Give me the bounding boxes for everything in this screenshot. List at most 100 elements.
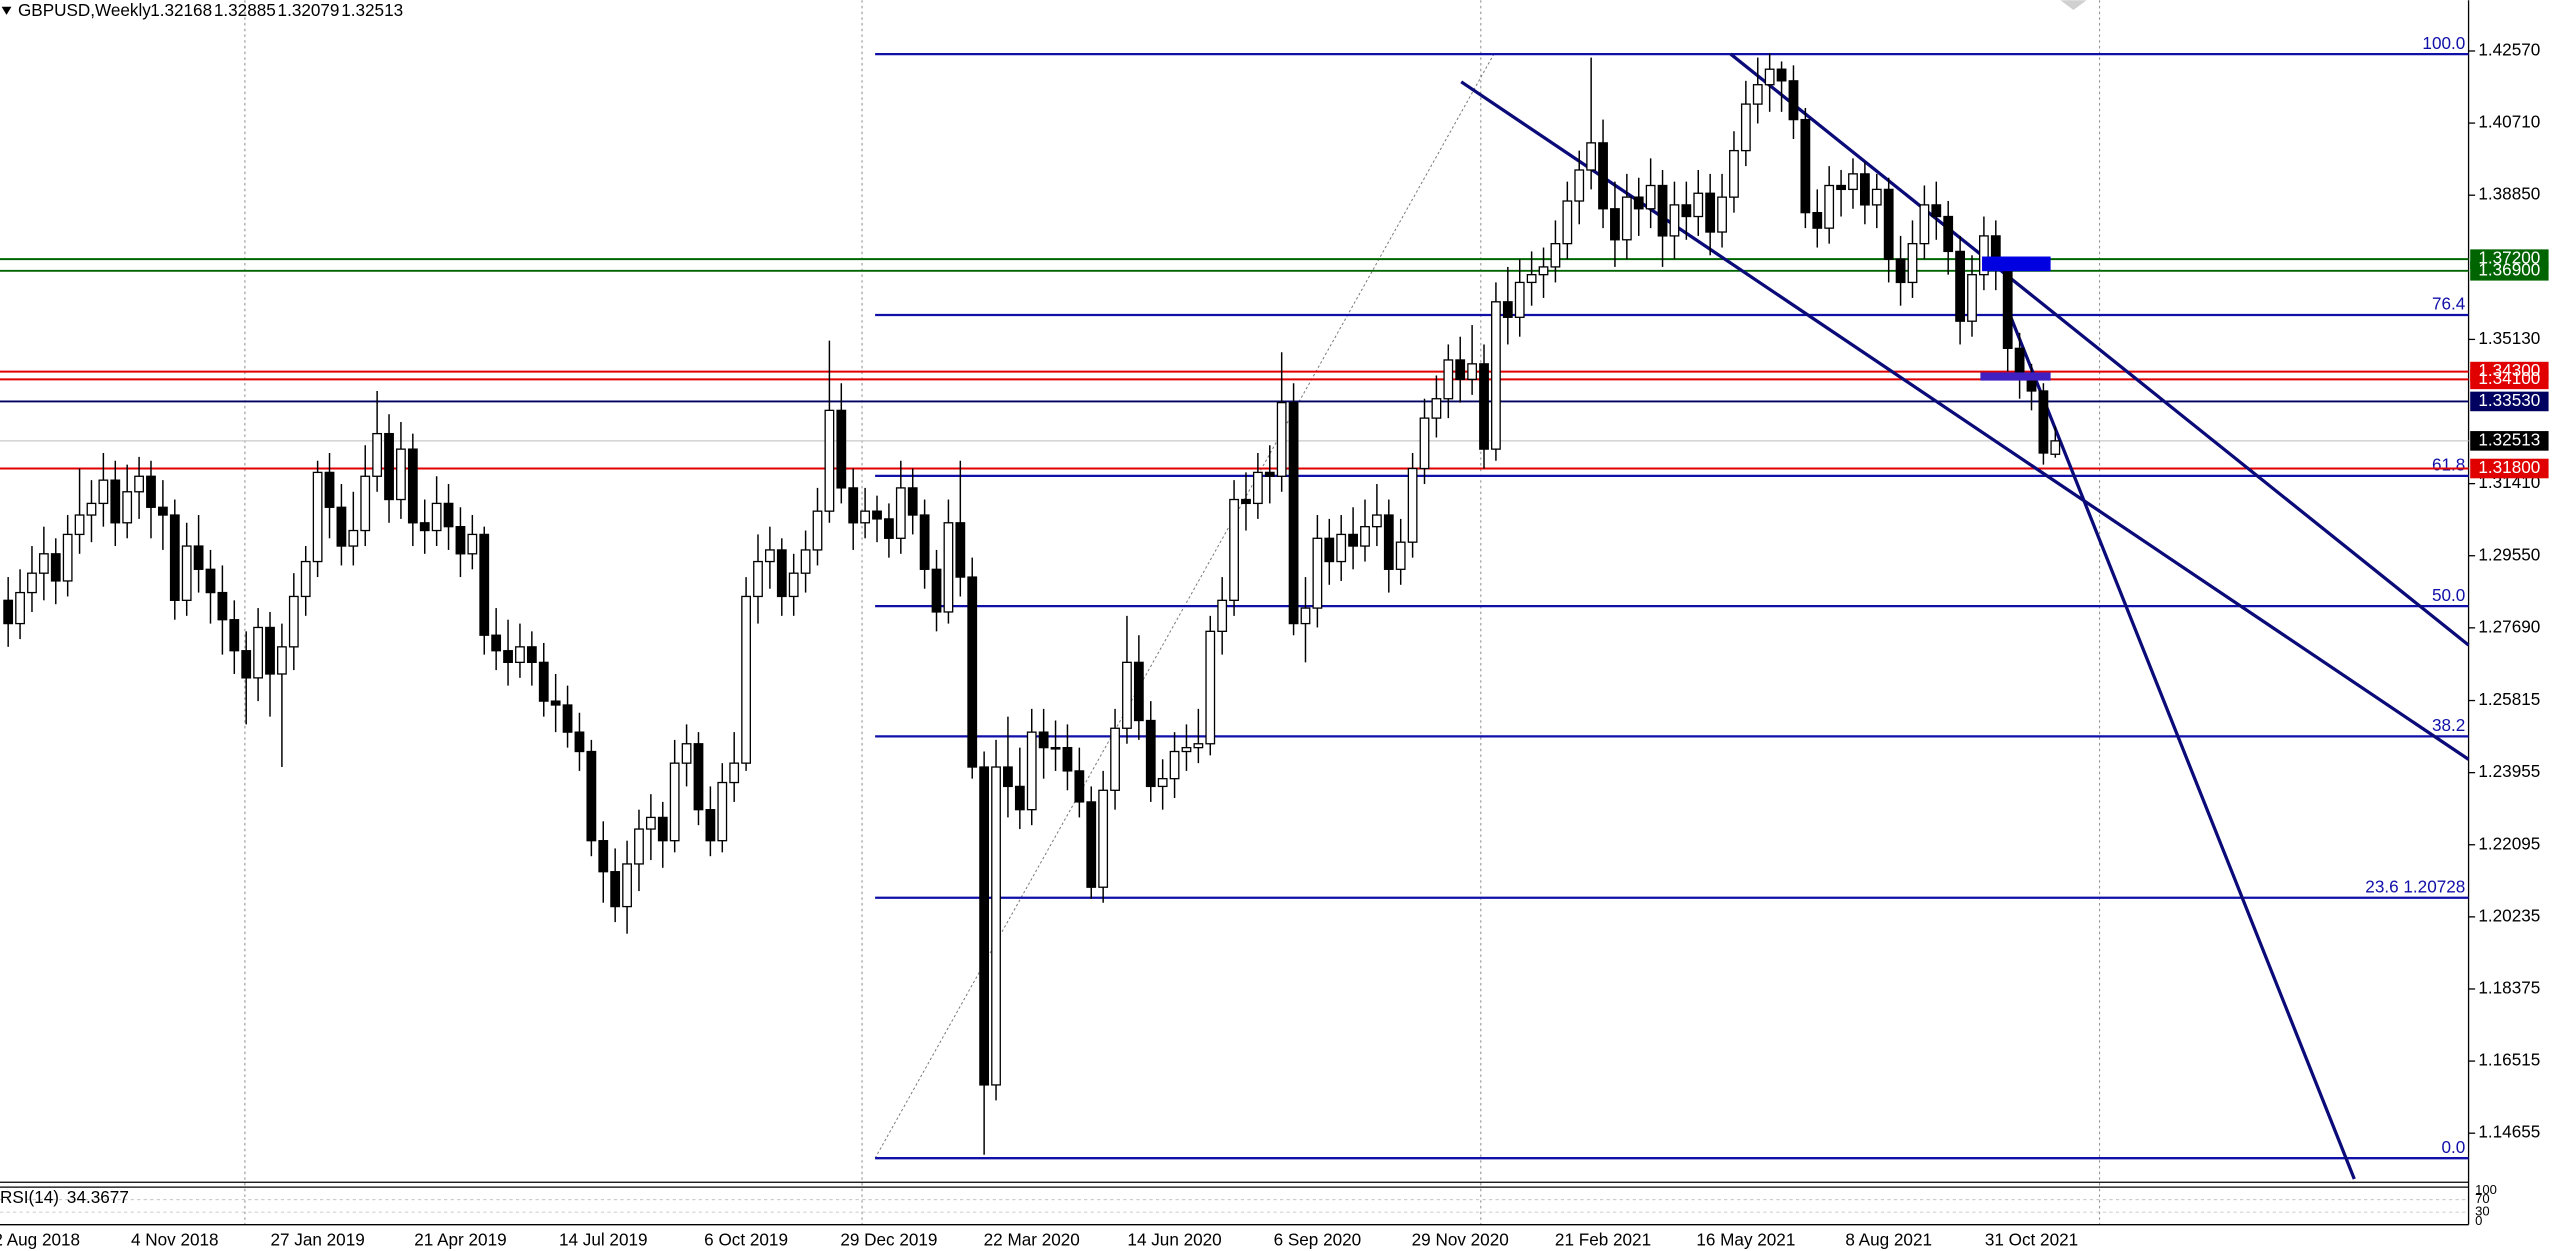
y-tick-label: 1.29550 (2478, 544, 2540, 564)
symbol-title: GBPUSD,Weekly (18, 0, 151, 20)
candle-body (407, 448, 418, 524)
candle-body (277, 646, 287, 675)
candle-body (776, 549, 787, 598)
candle-body (645, 816, 656, 830)
candle-body (1181, 746, 1192, 753)
candle-body (181, 545, 192, 601)
rsi-value: 34.3677 (67, 1187, 129, 1207)
candle-body (1859, 173, 1870, 206)
candle-body (991, 766, 1001, 1086)
candle-body (1336, 533, 1347, 563)
candle-body (860, 510, 871, 524)
fib-label: 100.0 (2422, 33, 2465, 53)
x-tick-label: 6 Oct 2019 (704, 1230, 788, 1250)
x-tick-label: 21 Feb 2021 (1555, 1230, 1651, 1250)
candle-body (598, 840, 609, 873)
candle-body (1122, 661, 1132, 729)
candle-body (1621, 196, 1632, 241)
candle-body (1157, 778, 1168, 788)
x-tick-label: 29 Nov 2020 (1412, 1230, 1509, 1250)
trend-line (1460, 80, 2470, 761)
candle-body (1038, 731, 1049, 749)
x-tick-label: 12 Aug 2018 (0, 1230, 80, 1250)
candle-body (586, 750, 597, 842)
candle-body (503, 650, 513, 664)
candle-body (1943, 215, 1954, 253)
candle-body (3, 599, 14, 625)
candle-body (848, 487, 859, 524)
candle-body (1300, 607, 1311, 625)
candle-body (372, 432, 383, 477)
candle-body (1003, 766, 1013, 788)
candle-body (1098, 789, 1109, 888)
candle-body (669, 762, 680, 842)
candle-body (2002, 266, 2013, 349)
candle-body (1800, 118, 1811, 214)
candle-body (1014, 785, 1025, 811)
candle-body (681, 743, 692, 764)
price-box (2470, 260, 2549, 281)
candle-body (1526, 274, 1537, 284)
candle-body (1717, 196, 1727, 233)
ohlc-close: 1.32513 (341, 0, 403, 20)
x-tick-label: 16 May 2021 (1696, 1230, 1795, 1250)
candle-body (1074, 770, 1085, 803)
price-box-label: 1.36900 (2478, 259, 2540, 279)
candle-body (1050, 746, 1061, 750)
candle-body (1562, 200, 1573, 245)
candle-body (1491, 301, 1501, 450)
candle-body (467, 533, 478, 555)
x-tick-label: 14 Jul 2019 (559, 1230, 648, 1250)
candle-body (1407, 467, 1418, 543)
candle-body (705, 809, 716, 842)
candle-body (110, 479, 121, 524)
candle-body (74, 514, 85, 536)
candle-body (1586, 142, 1597, 171)
y-tick-label: 1.18375 (2478, 978, 2540, 998)
candle-body (1062, 746, 1073, 772)
candle-body (1431, 398, 1442, 419)
candle-body (800, 549, 811, 574)
x-tick-label: 31 Oct 2021 (1985, 1230, 2078, 1250)
candle-body (1895, 258, 1906, 284)
candle-body (265, 626, 275, 675)
candle-body (1705, 192, 1716, 233)
candle-body (1907, 243, 1918, 284)
candle-body (562, 704, 573, 733)
candle-body (919, 514, 930, 570)
candle-body (1455, 359, 1466, 380)
candle-body (526, 646, 537, 664)
candle-body (574, 731, 585, 753)
price-box (2470, 458, 2549, 479)
candle-body (1110, 727, 1120, 791)
candle-body (610, 871, 621, 908)
candle-body (1205, 630, 1216, 745)
candle-body (1514, 281, 1525, 318)
y-tick-label: 1.16515 (2478, 1050, 2540, 1070)
menu-arrow[interactable] (1, 6, 12, 15)
rsi-tick-label: 70 (2475, 1191, 2490, 1206)
candle-body (1729, 149, 1739, 198)
ohlc-low: 1.32079 (278, 0, 340, 20)
trend-line (2003, 301, 2356, 1180)
candle-body (967, 576, 978, 768)
fib-label: 61.8 (2432, 455, 2465, 475)
candle-body (717, 781, 728, 842)
candle-body (1348, 533, 1358, 547)
candle-body (955, 522, 966, 578)
rsi-tick-label: 0 (2475, 1213, 2482, 1228)
x-tick-label: 21 Apr 2019 (414, 1230, 506, 1250)
candle-body (312, 471, 323, 563)
candle-body (1312, 537, 1323, 609)
candle-body (419, 522, 430, 532)
candle-body (336, 506, 347, 547)
candle-body (1229, 498, 1239, 601)
candle-body (1788, 80, 1799, 121)
candle-body (907, 487, 918, 516)
x-tick-label: 8 Aug 2021 (1845, 1230, 1932, 1250)
price-box-label: 1.34300 (2478, 360, 2540, 380)
candle-body (657, 816, 668, 842)
y-tick-label: 1.42570 (2478, 40, 2540, 60)
candle-body (443, 502, 454, 528)
